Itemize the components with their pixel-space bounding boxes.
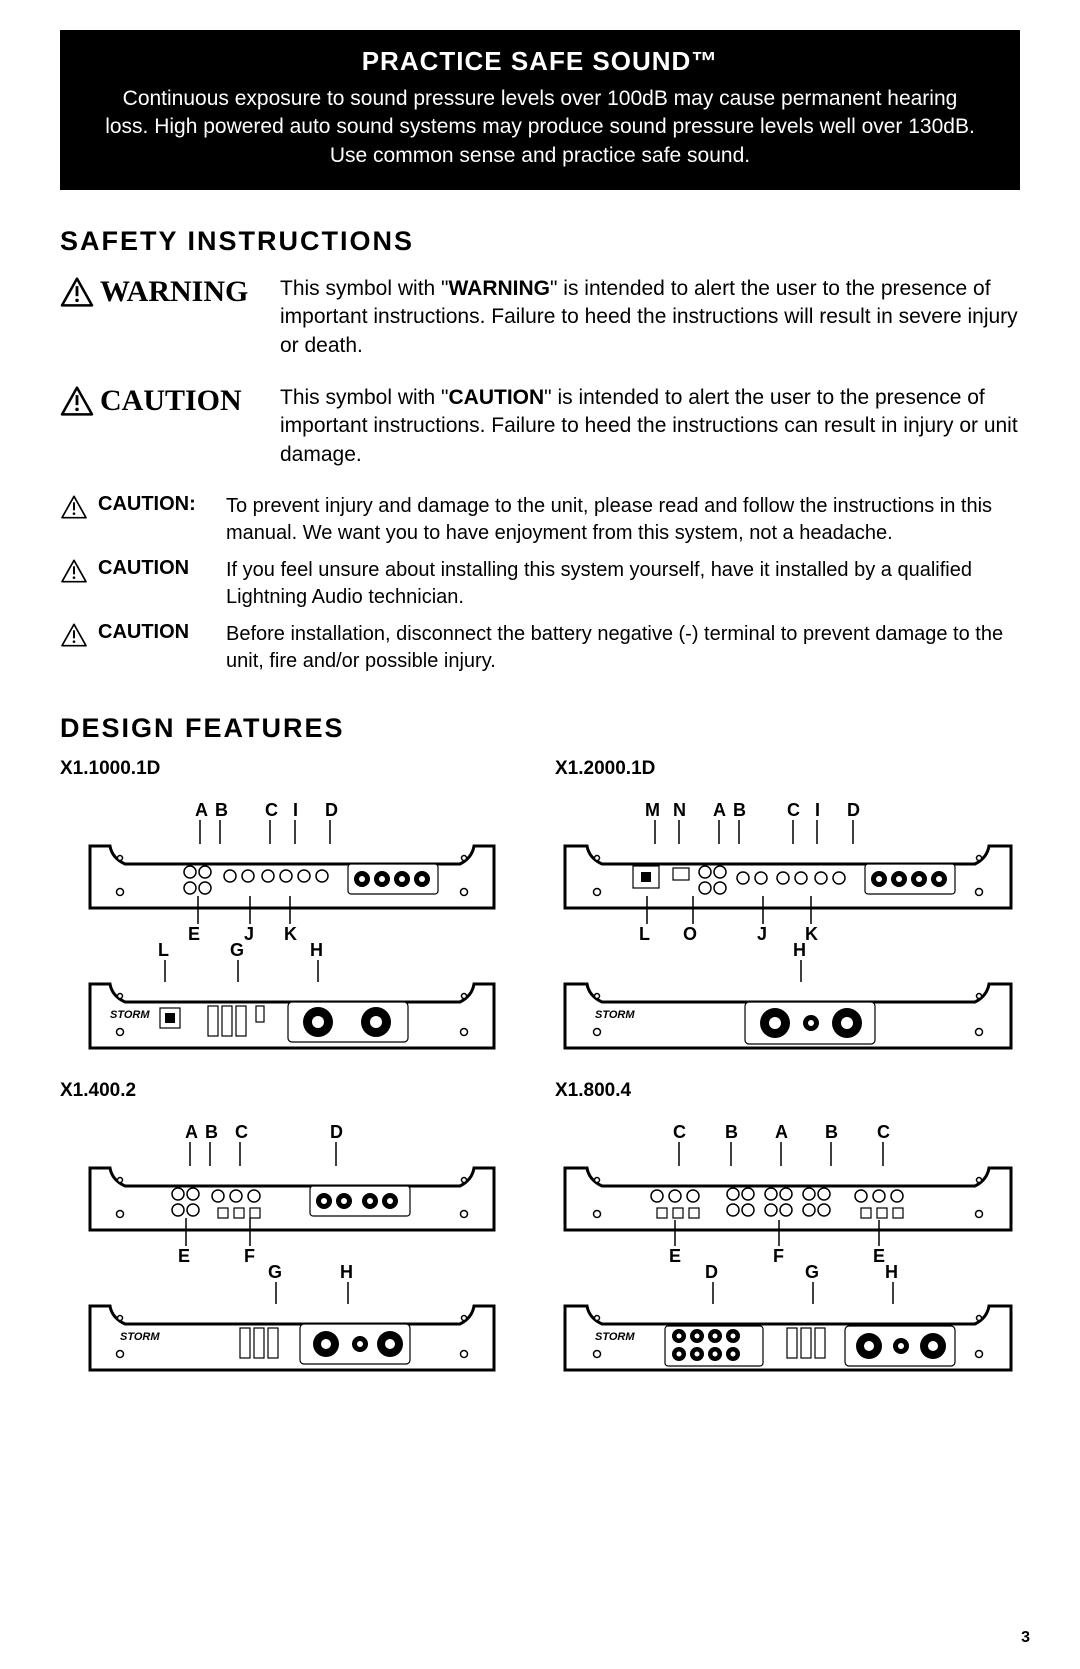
svg-text:J: J [757,924,767,944]
product-name: X1.1000.1D [60,758,525,780]
banner-title: PRACTICE SAFE SOUND™ [100,46,980,77]
svg-text:A: A [195,800,208,820]
caution-label: CAUTION [100,384,242,418]
caution-triangle-icon [60,623,88,647]
product-x1-400-2: X1.400.2 A B C D E F [60,1080,525,1402]
safe-sound-banner: PRACTICE SAFE SOUND™ Continuous exposure… [60,30,1020,190]
svg-text:H: H [885,1262,898,1282]
diagram-x1-1000-1d: A B C I D [60,790,520,1080]
svg-text:B: B [825,1122,838,1142]
svg-text:H: H [340,1262,353,1282]
design-heading: DESIGN FEATURES [60,713,1020,744]
caution-list: CAUTION: To prevent injury and damage to… [60,493,1020,675]
caution-item: CAUTION: To prevent injury and damage to… [60,493,1020,547]
caution-item: CAUTION If you feel unsure about install… [60,557,1020,611]
caution-symbol: CAUTION [60,384,280,418]
svg-text:M: M [645,800,660,820]
svg-text:D: D [330,1122,343,1142]
product-x1-800-4: X1.800.4 C B A B C [555,1080,1020,1402]
warning-definition-row: WARNING This symbol with "WARNING" is in… [60,275,1020,360]
svg-text:F: F [773,1246,784,1266]
caution-definition-row: CAUTION This symbol with "CAUTION" is in… [60,384,1020,469]
svg-text:B: B [215,800,228,820]
svg-text:A: A [185,1122,198,1142]
warning-label: WARNING [100,275,248,309]
product-name: X1.800.4 [555,1080,1020,1102]
svg-text:I: I [815,800,820,820]
svg-text:C: C [673,1122,686,1142]
svg-text:STORM: STORM [110,1009,150,1021]
svg-text:H: H [310,940,323,960]
banner-body: Continuous exposure to sound pressure le… [100,85,980,170]
svg-text:D: D [325,800,338,820]
svg-text:K: K [805,924,818,944]
warning-description: This symbol with "WARNING" is intended t… [280,275,1020,360]
products-grid: X1.1000.1D A B C I D [60,758,1020,1402]
svg-text:O: O [683,924,697,944]
caution-description: This symbol with "CAUTION" is intended t… [280,384,1020,469]
svg-text:C: C [787,800,800,820]
svg-text:F: F [244,1246,255,1266]
svg-text:B: B [733,800,746,820]
svg-text:STORM: STORM [120,1331,160,1343]
page-number: 3 [1021,1629,1030,1647]
svg-text:STORM: STORM [595,1009,635,1021]
caution-item-body: To prevent injury and damage to the unit… [226,493,1020,547]
warning-triangle-icon [60,277,94,307]
svg-text:I: I [293,800,298,820]
svg-text:N: N [673,800,686,820]
svg-text:E: E [873,1246,885,1266]
diagram-x1-400-2: A B C D E F G H [60,1112,520,1402]
svg-text:C: C [235,1122,248,1142]
svg-text:B: B [205,1122,218,1142]
svg-text:K: K [284,924,297,944]
safety-heading: SAFETY INSTRUCTIONS [60,226,1020,257]
svg-text:B: B [725,1122,738,1142]
product-x1-2000-1d: X1.2000.1D M N A B C I D [555,758,1020,1080]
svg-text:E: E [669,1246,681,1266]
svg-text:G: G [805,1262,819,1282]
svg-text:J: J [244,924,254,944]
svg-text:G: G [230,940,244,960]
svg-text:D: D [705,1262,718,1282]
diagram-x1-800-4: C B A B C E [555,1112,1015,1402]
diagram-x1-2000-1d: M N A B C I D [555,790,1015,1080]
product-name: X1.2000.1D [555,758,1020,780]
svg-text:C: C [877,1122,890,1142]
product-name: X1.400.2 [60,1080,525,1102]
svg-text:H: H [793,940,806,960]
caution-item: CAUTION Before installation, disconnect … [60,621,1020,675]
svg-text:STORM: STORM [595,1331,635,1343]
svg-text:A: A [713,800,726,820]
svg-text:G: G [268,1262,282,1282]
caution-triangle-icon [60,559,88,583]
svg-text:L: L [639,924,650,944]
caution-item-body: Before installation, disconnect the batt… [226,621,1020,675]
svg-text:C: C [265,800,278,820]
svg-text:L: L [158,940,169,960]
caution-item-body: If you feel unsure about installing this… [226,557,1020,611]
warning-symbol: WARNING [60,275,280,309]
caution-item-label: CAUTION [98,621,216,644]
caution-triangle-icon [60,495,88,519]
svg-text:A: A [775,1122,788,1142]
svg-text:E: E [178,1246,190,1266]
product-x1-1000-1d: X1.1000.1D A B C I D [60,758,525,1080]
caution-triangle-icon [60,386,94,416]
caution-item-label: CAUTION [98,557,216,580]
svg-text:E: E [188,924,200,944]
caution-item-label: CAUTION: [98,493,216,516]
svg-text:D: D [847,800,860,820]
